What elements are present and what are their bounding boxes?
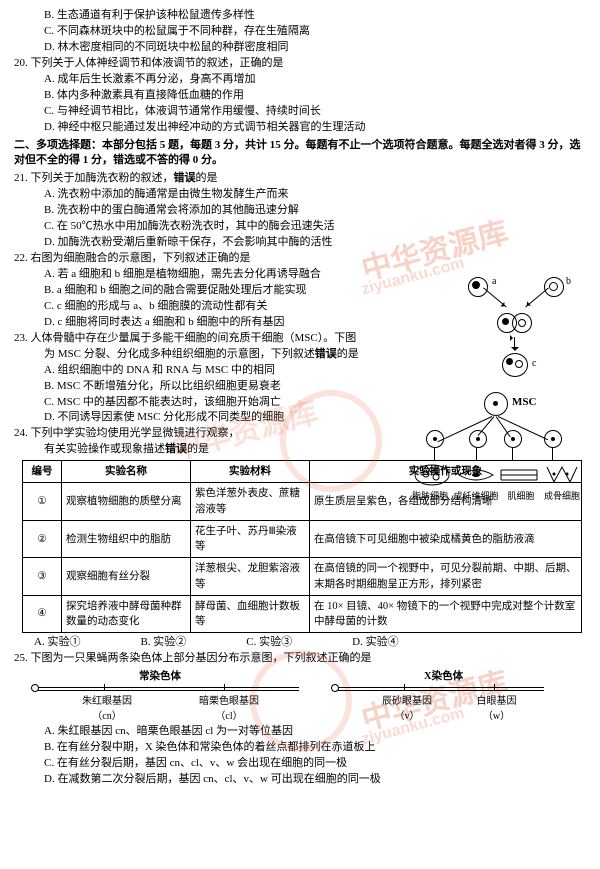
q24-D: D. 实验④ [352,635,398,651]
q24-err: 错误 [165,443,187,455]
exam-page: 中华资源库 ziyuanku.com 中华资源库 中华资源库 ziyuanku.… [0,0,600,869]
q22-C: C. c 细胞的形成与 a、b 细胞膜的流动性都有关 [14,299,464,315]
q21-err: 错误 [174,172,196,184]
autosome-label: 常染色体 [139,669,181,684]
msc-figure: MSC 脂肪细胞 成纤维细胞 肌细胞 成骨细胞 [404,390,584,520]
r1c2: 紫色洋葱外表皮、蔗糖溶液等 [191,483,310,520]
q21-stem: 21. 下列关于加酶洗衣粉的叙述，错误的是 [14,171,586,187]
table-row: ④ 探究培养液中酵母菌种群数量的动态变化 酵母菌、血细胞计数板等 在 10× 目… [23,595,582,632]
q23-C: C. MSC 中的基因都不能表达时，该细胞开始凋亡 [14,395,434,411]
msc-label: MSC [512,395,536,411]
q19-optD: D. 林木密度相同的不同斑块中松鼠的种群密度相同 [14,40,586,56]
q24-B: B. 实验② [140,635,186,651]
tissue-0: 脂肪细胞 [408,490,452,503]
r1c1: 观察植物细胞的质壁分离 [62,483,191,520]
chromosome-figure: 常染色体 X染色体 朱红眼基因（cn） 暗栗色眼基因（cl） 辰砂眼基因（v） … [24,669,586,724]
tissue-1: 成纤维细胞 [451,490,501,503]
q25-C: C. 在有丝分裂后期，基因 cn、cl、v、w 会出现在细胞的同一极 [14,756,586,772]
r4c3: 在 10× 目镜、40× 物镜下的一个视野中完成对整个计数室中酵母菌的计数 [310,595,582,632]
r4c0: ④ [23,595,62,632]
tissue-2: 肌细胞 [501,490,541,503]
tissue-3: 成骨细胞 [539,490,585,503]
q25-stem: 25. 下图为一只果蝇两条染色体上部分基因分布示意图，下列叙述正确的是 [14,651,586,667]
q24-C: C. 实验③ [246,635,292,651]
table-row: ② 检测生物组织中的脂肪 花生子叶、苏丹Ⅲ染液等 在高倍镜下可见细胞中被染成橘黄… [23,520,582,557]
th-0: 编号 [23,461,62,483]
r2c0: ② [23,520,62,557]
q23-A: A. 组织细胞中的 DNA 和 RNA 与 MSC 中的相同 [14,363,434,379]
q23-D: D. 不同诱导因素使 MSC 分化形成不同类型的细胞 [14,410,434,426]
q22-D: D. c 细胞将同时表达 a 细胞和 b 细胞中的所有基因 [14,315,464,331]
th-1: 实验名称 [62,461,191,483]
q24-A: A. 实验① [34,635,80,651]
gene-cl: 暗栗色眼基因（cl） [189,695,269,724]
r4c1: 探究培养液中酵母菌种群数量的动态变化 [62,595,191,632]
cell-fusion-figure: a b c [464,275,574,365]
r2c2: 花生子叶、苏丹Ⅲ染液等 [191,520,310,557]
q23-stem2: 为 MSC 分裂、分化成多种组织细胞的示意图，下列叙述错误的是 [14,347,444,363]
q20-C: C. 与神经调节相比，体液调节通常作用缓慢、持续时间长 [14,104,586,120]
q25-D: D. 在减数第二次分裂后期，基因 cn、cl、v、w 可出现在细胞的同一极 [14,772,586,788]
gene-cn: 朱红眼基因（cn） [72,695,142,724]
q21-D: D. 加酶洗衣粉受潮后重新晾干保存，不会影响其中酶的活性 [14,235,586,251]
r2c3: 在高倍镜下可见细胞中被染成橘黄色的脂肪液滴 [310,520,582,557]
section2-header: 二、多项选择题：本部分包括 5 题，每题 3 分，共计 15 分。每题有不止一个… [14,138,586,170]
q22-A: A. 若 a 细胞和 b 细胞是植物细胞，需先去分化再诱导融合 [14,267,464,283]
q24-stem2: 有关实验操作或现象描述错误的是 [14,442,424,458]
q24-options: A. 实验① B. 实验② C. 实验③ D. 实验④ [14,635,586,651]
q20-B: B. 体内多种激素具有直接降低血糖的作用 [14,88,586,104]
r3c3: 在高倍镜的同一个视野中，可见分裂前期、中期、后期、末期各时期细胞呈正方形，排列紧… [310,558,582,595]
cell-c-label: c [532,357,536,372]
q23-err: 错误 [315,348,337,360]
q21-B: B. 洗衣粉中的蛋白酶通常会将添加的其他酶迅速分解 [14,203,586,219]
q21-C: C. 在 50℃热水中用加酶洗衣粉洗衣时，其中的酶会迅速失活 [14,219,586,235]
q20-A: A. 成年后生长激素不再分泌，身高不再增加 [14,72,586,88]
gene-v: 辰砂眼基因（v） [372,695,442,724]
cell-b-label: b [566,275,571,290]
cell-a-label: a [492,275,496,290]
q20-D: D. 神经中枢只能通过发出神经冲动的方式调节相关器官的生理活动 [14,120,586,136]
q20-stem: 20. 下列关于人体神经调节和体液调节的叙述，正确的是 [14,56,586,72]
r3c0: ③ [23,558,62,595]
table-row: ③ 观察细胞有丝分裂 洋葱根尖、龙胆紫溶液等 在高倍镜的同一个视野中，可见分裂前… [23,558,582,595]
r3c1: 观察细胞有丝分裂 [62,558,191,595]
q22-B: B. a 细胞和 b 细胞之间的融合需要促融处理后才能实现 [14,283,464,299]
q25-A: A. 朱红眼基因 cn、暗栗色眼基因 cl 为一对等位基因 [14,724,586,740]
r2c1: 检测生物组织中的脂肪 [62,520,191,557]
gene-w: 白眼基因（w） [464,695,529,724]
q22-stem: 22. 右图为细胞融合的示意图，下列叙述正确的是 [14,251,456,267]
q19-optC: C. 不同森林斑块中的松鼠属于不同种群，存在生殖隔离 [14,24,586,40]
r1c0: ① [23,483,62,520]
xchrom-label: X染色体 [424,669,463,684]
r4c2: 酵母菌、血细胞计数板等 [191,595,310,632]
th-2: 实验材料 [191,461,310,483]
q24-stem1: 24. 下列中学实验均使用光学显微镜进行观察， [14,426,406,442]
r3c2: 洋葱根尖、龙胆紫溶液等 [191,558,310,595]
q19-optB: B. 生态通道有利于保护该种松鼠遗传多样性 [14,8,586,24]
q25-B: B. 在有丝分裂中期，X 染色体和常染色体的着丝点都排列在赤道板上 [14,740,586,756]
q23-B: B. MSC 不断增殖分化，所以比组织细胞更易衰老 [14,379,434,395]
q23-stem1: 23. 人体骨髓中存在少量属于多能干细胞的间充质干细胞（MSC）。下图 [14,331,426,347]
q21-A: A. 洗衣粉中添加的酶通常是由微生物发酵生产而来 [14,187,586,203]
